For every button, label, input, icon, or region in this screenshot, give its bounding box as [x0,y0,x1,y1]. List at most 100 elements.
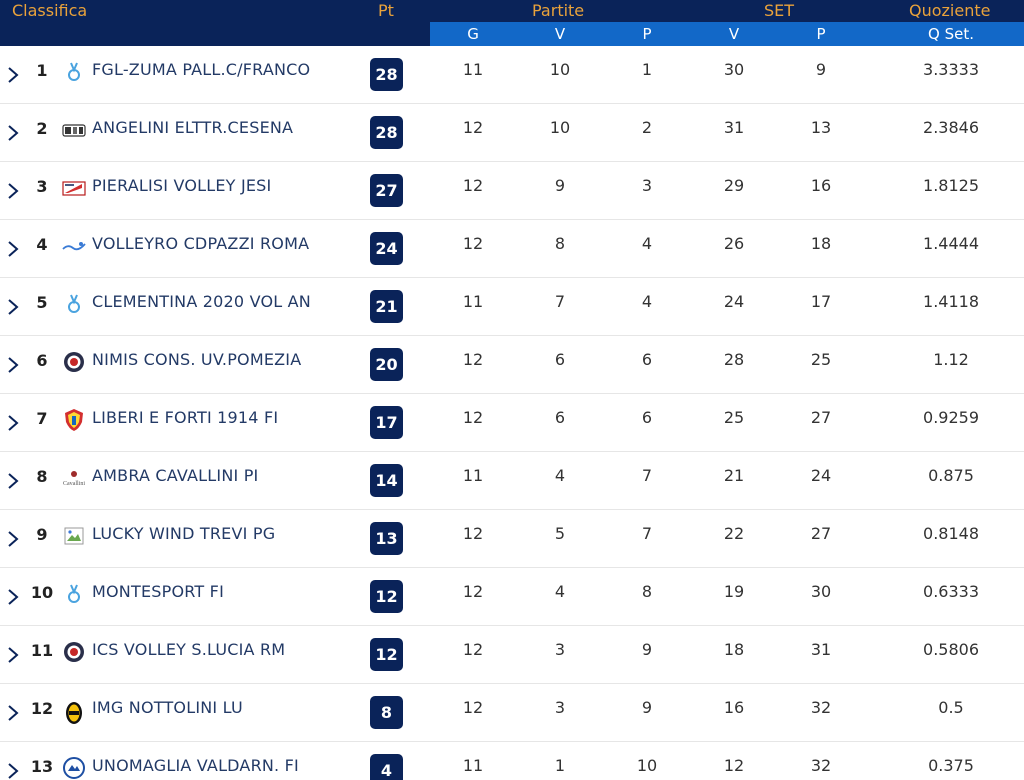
header-quoziente: Quoziente [909,1,991,20]
table-row[interactable]: 13 UNOMAGLIA VALDARN. FI 4 11 1 10 12 32 0.375 [0,742,1024,780]
table-row[interactable]: 7 LIBERI E FORTI 1914 FI 17 12 6 6 25 27 0.9259 [0,394,1024,452]
team-name[interactable]: ANGELINI ELTTR.CESENA [92,118,294,137]
matches-lost: 4 [641,234,653,253]
table-row[interactable]: 8 Cavallini AMBRA CAVALLINI PI 14 11 4 7 21 24 0.… [0,452,1024,510]
sets-won: 31 [723,118,745,137]
rank-position: 6 [36,351,48,370]
points-badge: 24 [370,232,403,265]
sets-won: 24 [723,292,745,311]
chevron-right-icon[interactable] [6,470,20,492]
table-row[interactable]: 9 LUCKY WIND TREVI PG 13 12 5 7 22 27 0.8148 [0,510,1024,568]
points-badge: 20 [370,348,403,381]
matches-lost: 7 [641,524,653,543]
header-classifica: Classifica [12,1,88,20]
set-quotient: 0.5806 [923,640,979,659]
chevron-right-icon[interactable] [6,64,20,86]
set-quotient: 1.8125 [923,176,979,195]
sets-lost: 17 [810,292,832,311]
header-set-p: P [816,25,826,43]
sets-lost: 32 [810,698,832,717]
matches-lost: 3 [641,176,653,195]
games-played: 12 [462,350,484,369]
points-badge: 28 [370,116,403,149]
ribbon-logo-icon [62,582,86,606]
table-row[interactable]: 12 IMG NOTTOLINI LU 8 12 3 9 16 32 0.5 [0,684,1024,742]
flag-logo-icon [62,176,86,200]
sets-won: 18 [723,640,745,659]
team-name[interactable]: AMBRA CAVALLINI PI [92,466,259,485]
chevron-right-icon[interactable] [6,238,20,260]
sets-lost: 9 [815,60,827,79]
set-quotient: 2.3846 [923,118,979,137]
matches-lost: 10 [636,756,658,775]
set-quotient: 0.875 [928,466,974,485]
points-badge: 17 [370,406,403,439]
points-badge: 21 [370,290,403,323]
sets-won: 22 [723,524,745,543]
table-row[interactable]: 10 MONTESPORT FI 12 12 4 8 19 30 0.6333 [0,568,1024,626]
set-quotient: 0.9259 [923,408,979,427]
team-name[interactable]: CLEMENTINA 2020 VOL AN [92,292,311,311]
header-pt: Pt [378,1,394,20]
team-name[interactable]: IMG NOTTOLINI LU [92,698,243,717]
team-name[interactable]: LIBERI E FORTI 1914 FI [92,408,279,427]
round-badge-icon [62,640,86,664]
games-played: 11 [462,756,484,775]
team-name[interactable]: UNOMAGLIA VALDARN. FI [92,756,299,775]
matches-won: 3 [554,640,566,659]
games-played: 11 [462,466,484,485]
table-row[interactable]: 1 FGL-ZUMA PALL.C/FRANCO 28 11 10 1 30 9 3.3333 [0,46,1024,104]
sets-lost: 30 [810,582,832,601]
chevron-right-icon[interactable] [6,644,20,666]
points-badge: 13 [370,522,403,555]
matches-won: 7 [554,292,566,311]
chevron-right-icon[interactable] [6,760,20,780]
team-name[interactable]: MONTESPORT FI [92,582,224,601]
chevron-right-icon[interactable] [6,412,20,434]
sets-won: 26 [723,234,745,253]
matches-won: 6 [554,408,566,427]
header-g: G [467,25,479,43]
sets-won: 28 [723,350,745,369]
set-quotient: 0.5 [938,698,964,717]
sets-lost: 31 [810,640,832,659]
chevron-right-icon[interactable] [6,354,20,376]
sets-lost: 18 [810,234,832,253]
matches-lost: 9 [641,698,653,717]
games-played: 11 [462,292,484,311]
chevron-right-icon[interactable] [6,702,20,724]
team-name[interactable]: NIMIS CONS. UV.POMEZIA [92,350,302,369]
points-badge: 12 [370,580,403,613]
team-name[interactable]: PIERALISI VOLLEY JESI [92,176,272,195]
set-quotient: 0.6333 [923,582,979,601]
table-row[interactable]: 4 VOLLEYRO CDPAZZI ROMA 24 12 8 4 26 18 1.4444 [0,220,1024,278]
circle-logo-icon [62,756,86,780]
table-row[interactable]: 3 PIERALISI VOLLEY JESI 27 12 9 3 29 16 1.8125 [0,162,1024,220]
table-row[interactable]: 11 ICS VOLLEY S.LUCIA RM 12 12 3 9 18 31 0.5806 [0,626,1024,684]
chevron-right-icon[interactable] [6,180,20,202]
chevron-right-icon[interactable] [6,528,20,550]
set-quotient: 3.3333 [923,60,979,79]
matches-lost: 9 [641,640,653,659]
rank-position: 10 [30,583,54,602]
sets-lost: 32 [810,756,832,775]
chevron-right-icon[interactable] [6,122,20,144]
table-row[interactable]: 5 CLEMENTINA 2020 VOL AN 21 11 7 4 24 17 1.4118 [0,278,1024,336]
sets-won: 29 [723,176,745,195]
team-name[interactable]: VOLLEYRO CDPAZZI ROMA [92,234,310,253]
games-played: 12 [462,640,484,659]
matches-won: 10 [549,60,571,79]
sets-lost: 25 [810,350,832,369]
svg-text:Cavallini: Cavallini [63,481,85,487]
team-name[interactable]: ICS VOLLEY S.LUCIA RM [92,640,286,659]
table-row[interactable]: 2 ANGELINI ELTTR.CESENA 28 12 10 2 31 13 2.3846 [0,104,1024,162]
table-row[interactable]: 6 NIMIS CONS. UV.POMEZIA 20 12 6 6 28 25 1.12 [0,336,1024,394]
chevron-right-icon[interactable] [6,586,20,608]
team-name[interactable]: FGL-ZUMA PALL.C/FRANCO [92,60,311,79]
chevron-right-icon[interactable] [6,296,20,318]
team-name[interactable]: LUCKY WIND TREVI PG [92,524,276,543]
rank-position: 3 [36,177,48,196]
matches-lost: 1 [641,60,653,79]
header-partite-v: V [554,25,566,43]
set-quotient: 0.8148 [923,524,979,543]
